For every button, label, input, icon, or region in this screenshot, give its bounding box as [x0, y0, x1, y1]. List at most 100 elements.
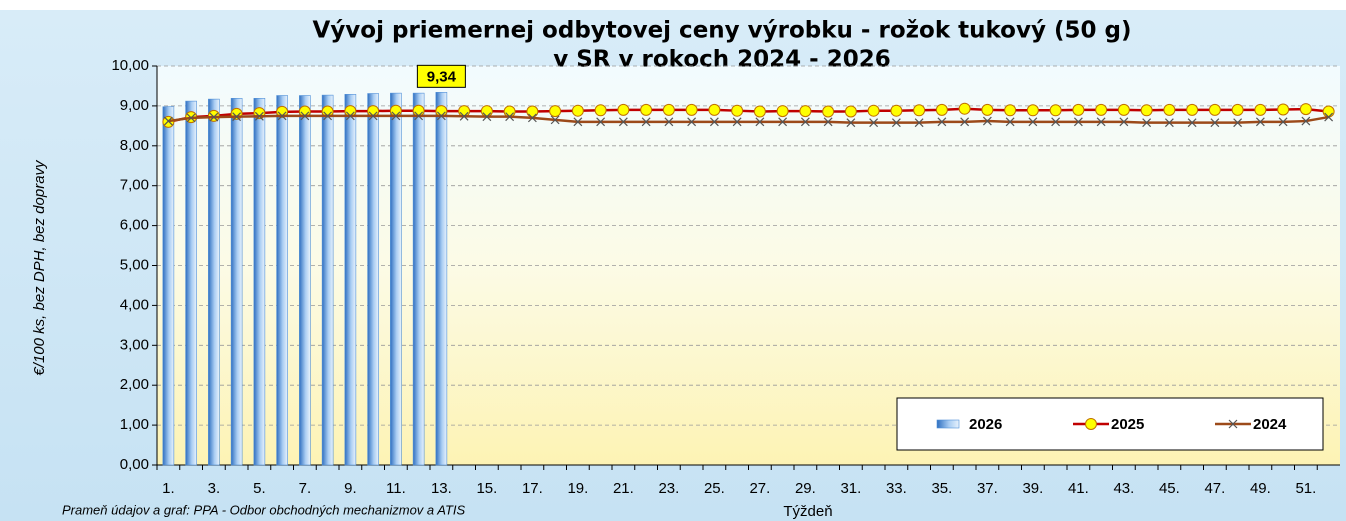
x-tick-label: 15. [476, 480, 497, 497]
point-marker [209, 112, 219, 122]
point-marker [186, 113, 196, 123]
point-marker [549, 105, 562, 118]
point-marker [232, 112, 242, 122]
point-marker [1324, 112, 1334, 122]
y-tick-label: 7,00 [120, 177, 149, 194]
point-marker [505, 112, 515, 122]
point-marker [867, 104, 880, 117]
point-marker [458, 105, 471, 118]
bar [230, 98, 243, 466]
point-marker [981, 103, 994, 116]
point-marker [958, 102, 971, 115]
point-marker [163, 116, 173, 126]
x-tick-label: 9. [344, 480, 357, 497]
chart-title: v SR v rokoch 2024 - 2026 [553, 47, 891, 73]
point-marker [1210, 118, 1220, 128]
x-axis-title: Týždeň [783, 503, 832, 520]
point-marker [709, 117, 719, 127]
point-marker [731, 104, 744, 117]
bar [390, 92, 402, 466]
y-tick-label: 6,00 [120, 217, 149, 234]
x-tick-label: 1. [162, 480, 175, 497]
y-tick-label: 3,00 [120, 336, 149, 353]
point-marker [1299, 103, 1312, 116]
point-marker [1228, 419, 1238, 429]
legend-label: 2026 [969, 416, 1002, 433]
point-marker [1231, 103, 1244, 116]
x-tick-label: 51. [1295, 480, 1316, 497]
point-marker [1085, 418, 1097, 430]
x-tick-label: 33. [886, 480, 907, 497]
point-marker [391, 111, 401, 121]
y-tick-label: 0,00 [120, 456, 149, 473]
point-marker [890, 104, 903, 117]
point-marker [753, 105, 766, 118]
point-marker [1049, 104, 1062, 117]
point-marker [732, 117, 742, 127]
y-tick-label: 5,00 [120, 256, 149, 273]
point-marker [277, 111, 287, 121]
point-marker [1096, 117, 1106, 127]
x-tick-label: 43. [1113, 480, 1134, 497]
point-marker [596, 117, 606, 127]
y-tick-label: 10,00 [111, 57, 149, 74]
point-marker [662, 103, 675, 116]
point-marker [1277, 103, 1290, 116]
chart-title: Vývoj priemernej odbytovej ceny výrobku … [313, 18, 1132, 44]
legend-box [896, 397, 1324, 451]
point-marker [869, 118, 879, 128]
bar [367, 93, 379, 466]
point-marker [345, 111, 355, 121]
point-marker [1004, 104, 1017, 117]
bar [435, 92, 448, 466]
point-marker [1117, 103, 1130, 116]
x-tick-label: 23. [658, 480, 679, 497]
bar [412, 92, 425, 466]
y-tick-label: 9,00 [120, 97, 149, 114]
bar [208, 98, 220, 466]
x-tick-label: 21. [613, 480, 634, 497]
point-marker [1140, 104, 1153, 117]
point-marker [618, 117, 628, 127]
point-marker [687, 117, 697, 127]
point-marker [436, 111, 446, 121]
point-marker [1051, 117, 1061, 127]
point-marker [1208, 103, 1221, 116]
y-tick-label: 8,00 [120, 137, 149, 154]
data-label-box [416, 64, 466, 88]
point-marker [913, 104, 926, 117]
point-marker [1254, 103, 1267, 116]
x-tick-label: 17. [522, 480, 543, 497]
point-marker [799, 105, 812, 118]
point-marker [503, 105, 516, 118]
point-marker [1163, 103, 1176, 116]
point-marker [389, 104, 402, 117]
x-tick-label: 25. [704, 480, 725, 497]
point-marker [891, 118, 901, 128]
point-marker [823, 117, 833, 127]
point-marker [935, 103, 948, 116]
bar [276, 95, 288, 466]
point-marker [1028, 117, 1038, 127]
bar [253, 98, 266, 466]
bar [299, 95, 311, 466]
point-marker [1186, 103, 1199, 116]
bar [344, 94, 357, 466]
x-tick-label: 7. [299, 480, 312, 497]
bar [185, 100, 197, 466]
point-marker [1142, 118, 1152, 128]
point-marker [1322, 105, 1335, 118]
point-marker [526, 105, 539, 118]
x-tick-label: 29. [795, 480, 816, 497]
point-marker [1005, 117, 1015, 127]
point-marker [459, 111, 469, 121]
point-marker [685, 103, 698, 116]
series-line [168, 107, 1329, 124]
point-marker [641, 117, 651, 127]
x-tick-label: 13. [431, 480, 452, 497]
point-marker [914, 118, 924, 128]
point-marker [550, 115, 560, 125]
point-marker [1073, 117, 1083, 127]
